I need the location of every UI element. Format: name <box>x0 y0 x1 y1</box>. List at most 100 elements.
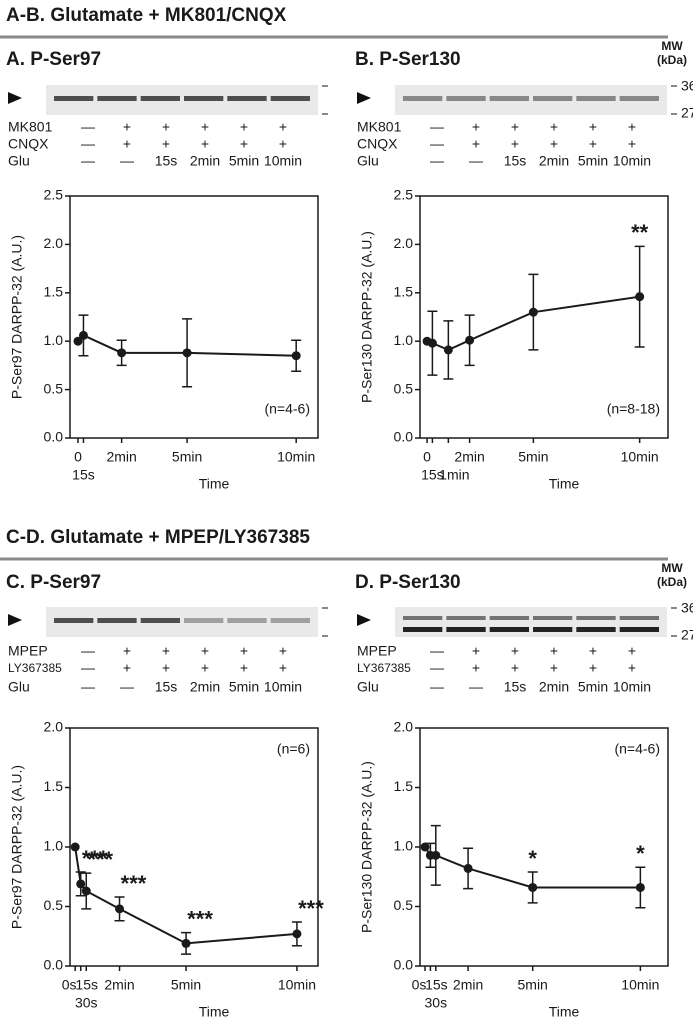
blot-band <box>54 96 94 101</box>
row-name: MPEP <box>357 643 397 659</box>
row-cell: — <box>81 136 95 152</box>
plot-frame <box>419 727 669 967</box>
row-cell: + <box>589 660 597 676</box>
row-cell: — <box>430 153 444 169</box>
row-cell: 15s <box>155 679 178 695</box>
blot-band <box>97 618 137 623</box>
blot-band <box>227 96 267 101</box>
y-tick-label: 0.5 <box>394 380 414 396</box>
data-point <box>182 348 192 358</box>
blot-arrow <box>8 92 22 104</box>
row-name: MK801 <box>8 119 53 135</box>
row-cell: — <box>81 153 95 169</box>
x-tick-label: 0s <box>62 977 77 993</box>
x-tick-label: 5min <box>172 449 202 465</box>
row-cell: — <box>120 153 134 169</box>
blot-band <box>619 616 659 620</box>
data-point <box>635 292 645 302</box>
y-tick-label: 2.0 <box>394 235 414 251</box>
blot-band <box>227 618 267 623</box>
row-cell: 15s <box>504 153 527 169</box>
row-cell: + <box>201 660 209 676</box>
y-tick-label: 1.5 <box>394 778 414 794</box>
x-tick-label: 10min <box>277 449 315 465</box>
row-cell: 5min <box>229 153 259 169</box>
blot-band <box>576 627 616 632</box>
blot-band <box>446 96 486 101</box>
row-name: CNQX <box>8 136 49 152</box>
blot-band <box>533 616 573 620</box>
row-cell: + <box>123 136 131 152</box>
row-cell: — <box>81 660 95 676</box>
mw-marker: 36 <box>681 78 693 94</box>
row-cell: — <box>81 119 95 135</box>
blot-band <box>403 627 443 632</box>
data-point <box>292 929 302 939</box>
data-point <box>115 904 125 914</box>
blot-band <box>446 627 486 632</box>
row-cell: 10min <box>264 679 302 695</box>
data-point <box>73 336 83 346</box>
blot-band <box>446 616 486 620</box>
y-tick-label: 1.0 <box>394 332 414 348</box>
row-cell: — <box>469 153 483 169</box>
blot-band <box>489 616 529 620</box>
row-cell: + <box>511 119 519 135</box>
row-cell: + <box>201 119 209 135</box>
x-axis-label: Time <box>199 1004 230 1020</box>
data-point <box>431 850 441 860</box>
blot-band <box>576 616 616 620</box>
row-cell: + <box>550 660 558 676</box>
plot-frame <box>419 195 669 439</box>
row-cell: + <box>589 119 597 135</box>
blot-band <box>97 96 137 101</box>
blot-band <box>619 627 659 632</box>
row-name: Glu <box>8 153 30 169</box>
significance: ** <box>631 220 649 245</box>
y-tick-label: 0.0 <box>394 429 414 445</box>
panel-title: A. P-Ser97 <box>6 49 101 70</box>
row-cell: + <box>240 136 248 152</box>
y-axis-label: P-Ser130 DARPP-32 (A.U.) <box>359 231 375 403</box>
data-point <box>76 879 86 889</box>
blot-band <box>533 627 573 632</box>
panel-title: D. P-Ser130 <box>355 572 461 593</box>
y-tick-label: 0.5 <box>44 897 64 913</box>
row-cell: + <box>589 643 597 659</box>
data-point <box>427 338 437 348</box>
data-point <box>463 863 473 873</box>
data-line <box>74 846 298 945</box>
row-cell: 10min <box>613 153 651 169</box>
y-tick-label: 1.5 <box>44 284 64 300</box>
row-cell: + <box>589 136 597 152</box>
significance: *** <box>298 896 324 921</box>
data-point <box>635 882 645 892</box>
significance: * <box>528 846 537 871</box>
row-cell: 2min <box>190 679 220 695</box>
row-cell: — <box>120 679 134 695</box>
blot-band <box>270 96 310 101</box>
row-cell: + <box>201 136 209 152</box>
blot-band <box>184 618 224 623</box>
blot-band <box>403 616 443 620</box>
data-point <box>528 307 538 317</box>
row-cell: 10min <box>264 153 302 169</box>
data-point <box>443 345 453 355</box>
significance: *** <box>187 906 213 931</box>
row-cell: 2min <box>190 153 220 169</box>
data-point <box>81 886 91 896</box>
data-point <box>78 330 88 340</box>
row-cell: 5min <box>578 153 608 169</box>
data-point <box>528 882 538 892</box>
row-cell: — <box>430 119 444 135</box>
y-tick-label: 2.0 <box>44 719 64 735</box>
row-cell: + <box>550 643 558 659</box>
y-axis-label: P-Ser130 DARPP-32 (A.U.) <box>359 761 375 933</box>
y-tick-label: 1.0 <box>394 838 414 854</box>
plot-frame <box>69 195 319 439</box>
x-tick-label: 2min <box>106 449 136 465</box>
mw-label: MW <box>661 561 683 575</box>
x-tick-label: 5min <box>518 977 548 993</box>
row-cell: — <box>430 660 444 676</box>
